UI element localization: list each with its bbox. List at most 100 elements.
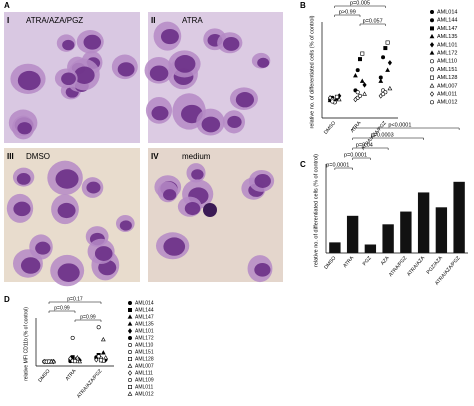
legend-label: AML172 [135,335,154,341]
legend-symbol [127,363,133,368]
legend-label: AML007 [135,363,154,369]
marker [357,93,362,98]
legend-symbol [128,384,133,389]
cell-nucleus [74,66,95,84]
marker [48,358,54,364]
legend-symbol [127,370,133,376]
cell-nucleus [254,174,271,188]
legend-symbol [429,10,434,15]
x-tick-label: ATRA [342,255,355,269]
bar [400,211,412,253]
marker [357,57,362,62]
x-tick-label: ATRA/AZA/PGZ [76,368,104,399]
marker [355,68,360,73]
legend-symbol [128,349,133,354]
cell-nucleus [235,92,255,108]
cell-nucleus [222,37,240,51]
cell-nucleus [119,220,132,231]
significance-bracket [352,127,460,130]
legend-symbol [429,75,434,80]
marker [330,99,335,104]
marker [355,90,360,95]
significance-bracket [352,147,389,150]
cell-nucleus [191,169,204,180]
marker [96,354,101,359]
marker [74,354,80,360]
marker [100,336,106,342]
legend-symbol [429,100,434,105]
significance-label: p=0.0001 [326,162,349,168]
significance-bracket [74,319,102,322]
legend-label: AML110 [135,342,153,348]
bar [329,242,341,253]
legend-symbol [429,50,435,55]
marker [360,51,365,56]
y-axis-label: relative MFI CD11b (% of control) [23,307,29,381]
image-numeral: III [7,152,14,161]
legend-label: AML011 [135,384,153,390]
significance-bracket [334,5,386,8]
marker [362,91,367,96]
legend-label: AML128 [437,75,458,81]
bar [346,215,359,253]
legend-symbol [127,391,133,396]
legend-symbol [128,356,133,361]
legend-label: AML014 [135,300,154,306]
legend-label: AML128 [135,356,154,362]
x-tick-label: DMSO [323,255,337,270]
image-numeral: I [7,16,9,25]
marker [387,85,393,91]
bar [453,181,465,253]
image-numeral: II [151,16,155,25]
panel-label: B [300,1,306,10]
legend-label: AML144 [437,18,458,24]
cell-nucleus [20,257,41,274]
legend-label: AML135 [437,34,458,40]
bar [382,224,394,253]
image-caption: ATRA [182,16,203,25]
cell-cluster [203,203,217,217]
cell-nucleus [184,201,201,216]
significance-label: p=0.057 [363,18,383,24]
x-tick-label: AZA [380,255,391,267]
legend-symbol [127,328,133,334]
micrograph: I ATRA/AZA/PGZ [4,12,140,143]
legend-label: AML147 [135,314,154,320]
cell-nucleus [174,55,196,73]
cell-nucleus [227,115,242,129]
x-tick-label: ATRA/AZA [406,255,427,278]
significance-label: p=0.17 [67,296,83,302]
micrograph: III DMSO [4,148,140,287]
cell-nucleus [35,241,51,255]
marker [385,67,390,72]
legend-label: AML147 [437,26,458,32]
significance-label: p=0.99 [54,305,70,311]
x-tick-label: PGZ [362,255,373,267]
cell-nucleus [163,237,186,256]
significance-bracket [334,14,361,17]
legend-label: AML012 [437,100,458,106]
marker [94,357,99,363]
panel-label: C [300,160,306,169]
legend-symbol [429,91,435,97]
marker [381,55,386,60]
legend-symbol [429,67,434,72]
legend-label: AML151 [135,349,154,355]
cell-nucleus [13,201,31,217]
legend-label: AML172 [437,50,458,56]
bar [435,207,448,253]
legend-label: AML109 [135,377,154,383]
marker [353,73,358,78]
micrograph: II ATRA [144,12,283,143]
marker [334,94,339,99]
significance-label: p<0.0001 [388,122,411,128]
marker [336,96,342,102]
bar [417,192,430,253]
cell-nucleus [151,105,169,121]
marker [73,359,78,364]
cell-nucleus [55,169,79,189]
marker [328,95,333,101]
x-tick-label: ATRA/PGZ [388,255,408,278]
legend-label: AML101 [135,328,154,334]
